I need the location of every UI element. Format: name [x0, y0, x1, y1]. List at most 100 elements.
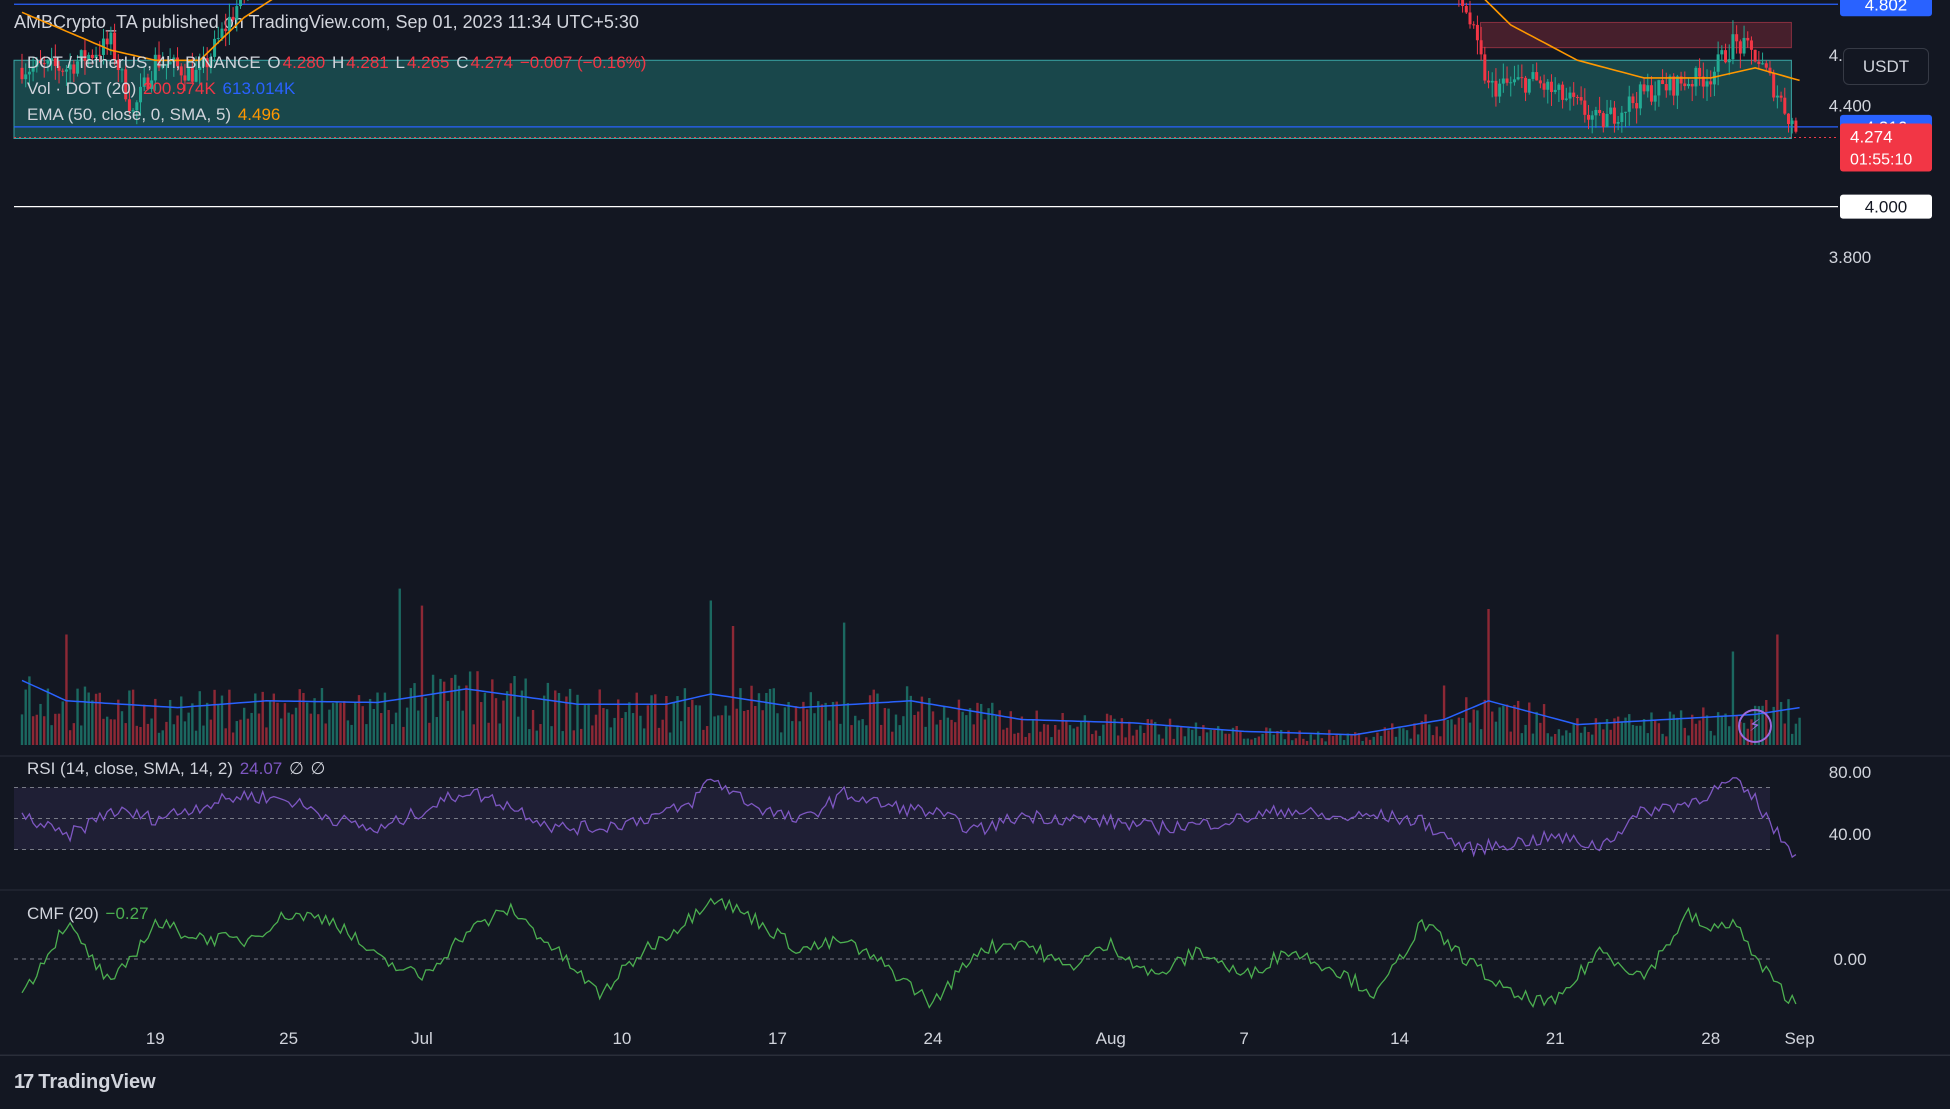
volume-bar [1035, 710, 1038, 745]
volume-bar [1246, 738, 1250, 745]
volume-bar [131, 689, 135, 745]
volume-bar [1620, 721, 1624, 745]
volume-bar [1283, 739, 1287, 745]
ema-value: 4.496 [237, 105, 281, 124]
volume-bar [276, 702, 279, 745]
time-tick-label: 7 [1239, 1029, 1248, 1048]
volume-bar [1724, 713, 1727, 745]
volume-bar [1209, 729, 1212, 745]
tradingview-logo[interactable]: 17 TradingView [14, 1071, 156, 1094]
volume-bar [1202, 725, 1205, 745]
volume-bar [1520, 733, 1524, 745]
volume-bar [1516, 700, 1520, 745]
volume-bar [365, 724, 368, 745]
rsi-band [14, 787, 1770, 850]
volume-bar [1120, 718, 1124, 745]
volume-bar [224, 728, 227, 745]
volume-bar [1402, 728, 1405, 745]
candle-body [150, 80, 154, 90]
volume-bar [846, 703, 850, 745]
volume-bar [920, 696, 924, 745]
volume-bar [342, 701, 346, 745]
volume-bar [1087, 721, 1090, 745]
logo-text: TradingView [38, 1071, 156, 1093]
candle-body [120, 69, 124, 71]
chart-canvas[interactable]: 5.6005.4005.0004.6004.4003.8005.5465.212… [0, 0, 1950, 1060]
volume-bar [735, 708, 738, 745]
candle-body [1564, 98, 1568, 100]
volume-bar [1528, 702, 1531, 745]
volume-bar [983, 719, 987, 745]
currency-button[interactable]: USDT [1843, 48, 1929, 85]
volume-bar [928, 698, 931, 745]
volume-bar [746, 709, 750, 745]
volume-bar [898, 725, 901, 745]
volume-bar [1291, 740, 1294, 745]
volume-bar [679, 721, 683, 745]
cmf-legend[interactable]: CMF (20) −0.27 [27, 904, 151, 924]
candle-body [1638, 84, 1642, 109]
candle-body [1753, 49, 1757, 62]
volume-bar [668, 732, 672, 745]
volume-bar [502, 700, 505, 745]
volume-bar [1676, 717, 1679, 745]
volume-bar [235, 721, 238, 745]
volume-bar [1494, 721, 1498, 745]
candle-body [1472, 24, 1476, 26]
candle-body [1646, 85, 1650, 92]
volume-bar [665, 695, 668, 745]
candle-body [124, 69, 128, 100]
low-value: 4.265 [406, 53, 450, 72]
candle-body [131, 110, 135, 112]
candle-body [1735, 34, 1739, 42]
volume-bar [1213, 730, 1216, 745]
volume-bar [1287, 730, 1290, 745]
volume-bar [1605, 719, 1609, 745]
volume-bar [257, 713, 261, 745]
volume-bar [1646, 733, 1649, 745]
volume-bar [965, 715, 968, 745]
candle-body [64, 69, 68, 72]
candle-body [1479, 40, 1483, 55]
candle-body [183, 75, 187, 81]
volume-bar [861, 719, 864, 745]
volume-bar [1128, 721, 1131, 745]
volume-bar [798, 721, 801, 745]
candle-body [1768, 67, 1772, 74]
rsi-legend[interactable]: RSI (14, close, SMA, 14, 2) 24.07 ∅ ∅ [27, 759, 327, 779]
volume-bar [376, 692, 379, 745]
volume-bar [676, 696, 679, 745]
candle-body [1779, 95, 1783, 98]
volume-bar [1031, 720, 1035, 745]
volume-bar [1728, 726, 1731, 745]
volume-bar [317, 714, 320, 745]
volume-bar [1405, 730, 1409, 745]
volume-bar [1235, 726, 1238, 745]
volume-bar [1083, 715, 1087, 745]
volume-bar [776, 713, 779, 745]
lightning-bolt-icon[interactable]: ⚡ [1738, 709, 1772, 743]
ema-legend[interactable]: EMA (50, close, 0, SMA, 5) 4.496 [27, 105, 282, 125]
close-label: C [456, 53, 469, 72]
candle-body [1783, 97, 1787, 114]
volume-bar [1398, 727, 1401, 745]
candle-body [1657, 80, 1661, 96]
volume-bar [1461, 718, 1464, 745]
level-price-tag [1840, 0, 1932, 17]
volume-bar [1298, 730, 1301, 745]
volume-bar [424, 697, 427, 745]
volume-bar [631, 713, 635, 745]
volume-legend[interactable]: Vol · DOT (20) 200.974K 613.014K [27, 79, 297, 99]
candle-body [1757, 61, 1761, 65]
volume-bar [1302, 738, 1305, 745]
volume-bar [854, 715, 857, 745]
volume-bar [1657, 723, 1661, 745]
volume-bar [935, 724, 938, 745]
volume-bar [50, 725, 53, 745]
volume-ma-line [21, 679, 1800, 736]
candle-body [1775, 95, 1779, 98]
volume-bar [639, 715, 642, 745]
volume-ma-value: 613.014K [222, 79, 296, 98]
volume-bar [1716, 712, 1720, 745]
volume-bar [1679, 710, 1683, 745]
